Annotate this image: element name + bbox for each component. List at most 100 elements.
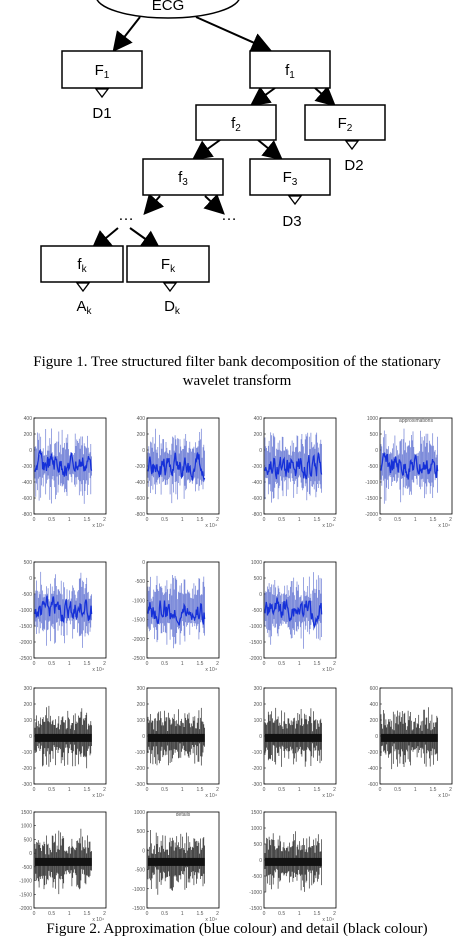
y-tick-label: 0 bbox=[142, 448, 145, 454]
y-tick-label: 1000 bbox=[251, 826, 262, 832]
node-F3-box bbox=[249, 158, 331, 196]
y-tick-label: 100 bbox=[254, 718, 263, 724]
y-tick-label: -200 bbox=[22, 464, 32, 470]
y-tick-label: 0 bbox=[29, 851, 32, 857]
x-tick-label: 2 bbox=[449, 787, 452, 793]
x-exponent-label: x 10⁴ bbox=[205, 667, 217, 673]
x-exponent-label: x 10⁴ bbox=[205, 917, 217, 923]
approximation-curve bbox=[264, 597, 323, 628]
y-tick-label: -600 bbox=[22, 496, 32, 502]
x-tick-label: 1.5 bbox=[313, 911, 320, 917]
x-tick-label: 0.5 bbox=[48, 517, 55, 523]
output-Dk-label: Dk bbox=[164, 298, 181, 317]
y-tick-label: -2000 bbox=[19, 640, 32, 646]
y-tick-label: 400 bbox=[137, 416, 146, 422]
y-tick-label: 0 bbox=[29, 576, 32, 582]
y-tick-label: 1000 bbox=[367, 416, 378, 422]
x-tick-label: 1 bbox=[298, 911, 301, 917]
y-tick-label: -200 bbox=[135, 766, 145, 772]
y-tick-label: 400 bbox=[254, 416, 263, 422]
x-tick-label: 0.5 bbox=[394, 787, 401, 793]
x-exponent-label: x 10⁴ bbox=[205, 793, 217, 799]
y-tick-label: -400 bbox=[22, 480, 32, 486]
x-tick-label: 2 bbox=[333, 517, 336, 523]
x-tick-label: 1 bbox=[68, 661, 71, 667]
edge-f2-f3 bbox=[191, 139, 221, 161]
y-tick-label: -1500 bbox=[19, 892, 32, 898]
ellipsis-right: … bbox=[221, 207, 237, 224]
x-tick-label: 0.5 bbox=[161, 517, 168, 523]
y-tick-label: 0 bbox=[259, 448, 262, 454]
x-exponent-label: x 10⁴ bbox=[322, 917, 334, 923]
x-tick-label: 0.5 bbox=[161, 661, 168, 667]
y-tick-label: -800 bbox=[22, 512, 32, 518]
approximation-curve bbox=[380, 451, 439, 480]
y-tick-label: 200 bbox=[254, 432, 263, 438]
y-tick-label: 200 bbox=[254, 702, 263, 708]
x-exponent-label: x 10⁴ bbox=[438, 793, 450, 799]
y-tick-label: -2500 bbox=[19, 656, 32, 662]
y-tick-label: 1000 bbox=[251, 560, 262, 566]
y-tick-label: -200 bbox=[252, 464, 262, 470]
y-tick-label: 300 bbox=[254, 686, 263, 692]
x-tick-label: 0 bbox=[33, 517, 36, 523]
x-tick-label: 1.5 bbox=[83, 517, 90, 523]
edge-ellipsis-fk bbox=[90, 227, 119, 251]
x-tick-label: 0.5 bbox=[278, 787, 285, 793]
y-tick-label: 200 bbox=[137, 702, 146, 708]
y-tick-label: -500 bbox=[368, 464, 378, 470]
y-tick-label: -100 bbox=[135, 750, 145, 756]
y-tick-label: -300 bbox=[252, 782, 262, 788]
edge-root-F1 bbox=[112, 16, 141, 53]
y-tick-label: -500 bbox=[135, 579, 145, 585]
y-tick-label: -1000 bbox=[132, 598, 145, 604]
y-tick-label: -1000 bbox=[249, 890, 262, 896]
y-tick-label: -1500 bbox=[249, 640, 262, 646]
y-tick-label: -100 bbox=[22, 750, 32, 756]
y-tick-label: 500 bbox=[24, 560, 33, 566]
x-tick-label: 1 bbox=[68, 911, 71, 917]
x-tick-label: 1 bbox=[181, 661, 184, 667]
y-tick-label: -400 bbox=[368, 766, 378, 772]
y-tick-label: 0 bbox=[259, 858, 262, 864]
x-exponent-label: x 10⁴ bbox=[322, 667, 334, 673]
y-tick-label: -200 bbox=[368, 750, 378, 756]
node-f1-label: f1 bbox=[285, 62, 295, 81]
y-tick-label: 500 bbox=[370, 432, 379, 438]
x-tick-label: 1.5 bbox=[83, 787, 90, 793]
x-tick-label: 2 bbox=[103, 517, 106, 523]
x-tick-label: 2 bbox=[449, 517, 452, 523]
x-tick-label: 2 bbox=[333, 787, 336, 793]
detail-band bbox=[35, 857, 92, 866]
output-marker-D3 bbox=[287, 195, 303, 206]
x-tick-label: 0 bbox=[146, 787, 149, 793]
x-tick-label: 2 bbox=[103, 787, 106, 793]
detail-band bbox=[148, 857, 205, 866]
x-tick-label: 0 bbox=[379, 787, 382, 793]
output-D1-label: D1 bbox=[92, 105, 111, 122]
y-tick-label: 1000 bbox=[134, 810, 145, 816]
y-tick-label: 100 bbox=[137, 718, 146, 724]
y-tick-label: -500 bbox=[252, 608, 262, 614]
y-tick-label: -100 bbox=[252, 750, 262, 756]
x-tick-label: 1 bbox=[298, 787, 301, 793]
detail-band bbox=[265, 857, 322, 866]
edge-root-f1 bbox=[195, 16, 272, 52]
node-f3-box bbox=[142, 158, 224, 196]
y-tick-label: -2500 bbox=[132, 656, 145, 662]
x-tick-label: 0.5 bbox=[48, 911, 55, 917]
y-tick-label: -2000 bbox=[249, 656, 262, 662]
y-tick-label: -2000 bbox=[19, 906, 32, 912]
y-tick-label: -500 bbox=[22, 865, 32, 871]
y-tick-label: 600 bbox=[370, 686, 379, 692]
x-tick-label: 1.5 bbox=[313, 517, 320, 523]
plot-title: approximations bbox=[399, 418, 433, 424]
node-F2-box bbox=[304, 104, 386, 141]
x-tick-label: 0.5 bbox=[48, 787, 55, 793]
